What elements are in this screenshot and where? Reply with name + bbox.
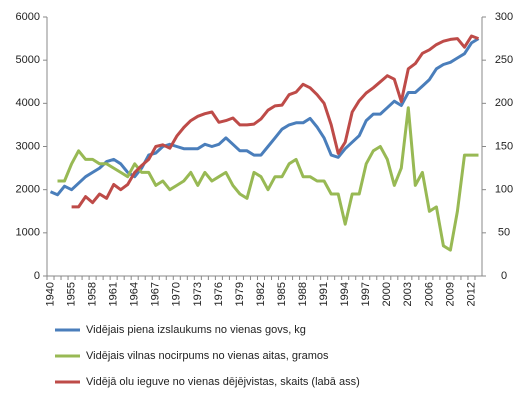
- x-tick-label: 2006: [423, 282, 435, 306]
- x-tick-label: 1964: [129, 282, 141, 306]
- legend-label: Vidējā olu ieguve no vienas dējējvistas,…: [86, 376, 360, 388]
- x-tick-label: 1940: [44, 282, 56, 306]
- x-tick-label: 2000: [381, 282, 393, 306]
- x-tick-label: 1970: [171, 282, 183, 306]
- y2-tick-label: 50: [498, 227, 510, 239]
- x-tick-label: 1955: [65, 282, 77, 306]
- x-tick-label: 2003: [402, 282, 414, 306]
- y2-tick-label: 250: [495, 54, 513, 66]
- x-tick-label: 1997: [360, 282, 372, 306]
- x-tick-label: 2009: [444, 282, 456, 306]
- y-tick-label: 2000: [16, 184, 40, 196]
- x-tick-label: 1988: [297, 282, 309, 306]
- y2-tick-label: 200: [495, 97, 513, 109]
- y-tick-label: 6000: [16, 11, 40, 23]
- x-tick-label: 1958: [87, 282, 99, 306]
- series-line: [57, 106, 479, 252]
- y-tick-label: 5000: [16, 54, 40, 66]
- x-tick-label: 1961: [108, 282, 120, 306]
- legend-label: Vidējais vilnas nocirpums no vienas aita…: [86, 350, 329, 362]
- y2-tick-label: 100: [495, 184, 513, 196]
- y-tick-label: 1000: [16, 227, 40, 239]
- y2-tick-label: 150: [495, 140, 513, 152]
- x-tick-label: 1973: [192, 282, 204, 306]
- x-tick-label: 1979: [234, 282, 246, 306]
- series-line: [49, 37, 480, 197]
- x-tick-label: 1982: [255, 282, 267, 306]
- legend-label: Vidējais piena izslaukums no vienas govs…: [86, 324, 306, 336]
- x-tick-label: 1985: [276, 282, 288, 306]
- x-tick-label: 1991: [318, 282, 330, 306]
- x-tick-label: 1994: [339, 282, 351, 306]
- series-line: [71, 34, 480, 209]
- y-tick-label: 3000: [16, 140, 40, 152]
- y2-tick-label: 0: [501, 270, 507, 282]
- y-tick-label: 4000: [16, 97, 40, 109]
- x-tick-label: 1967: [150, 282, 162, 306]
- x-tick-label: 2012: [465, 282, 477, 306]
- y-tick-label: 0: [34, 270, 40, 282]
- y2-tick-label: 300: [495, 11, 513, 23]
- x-tick-label: 1976: [213, 282, 225, 306]
